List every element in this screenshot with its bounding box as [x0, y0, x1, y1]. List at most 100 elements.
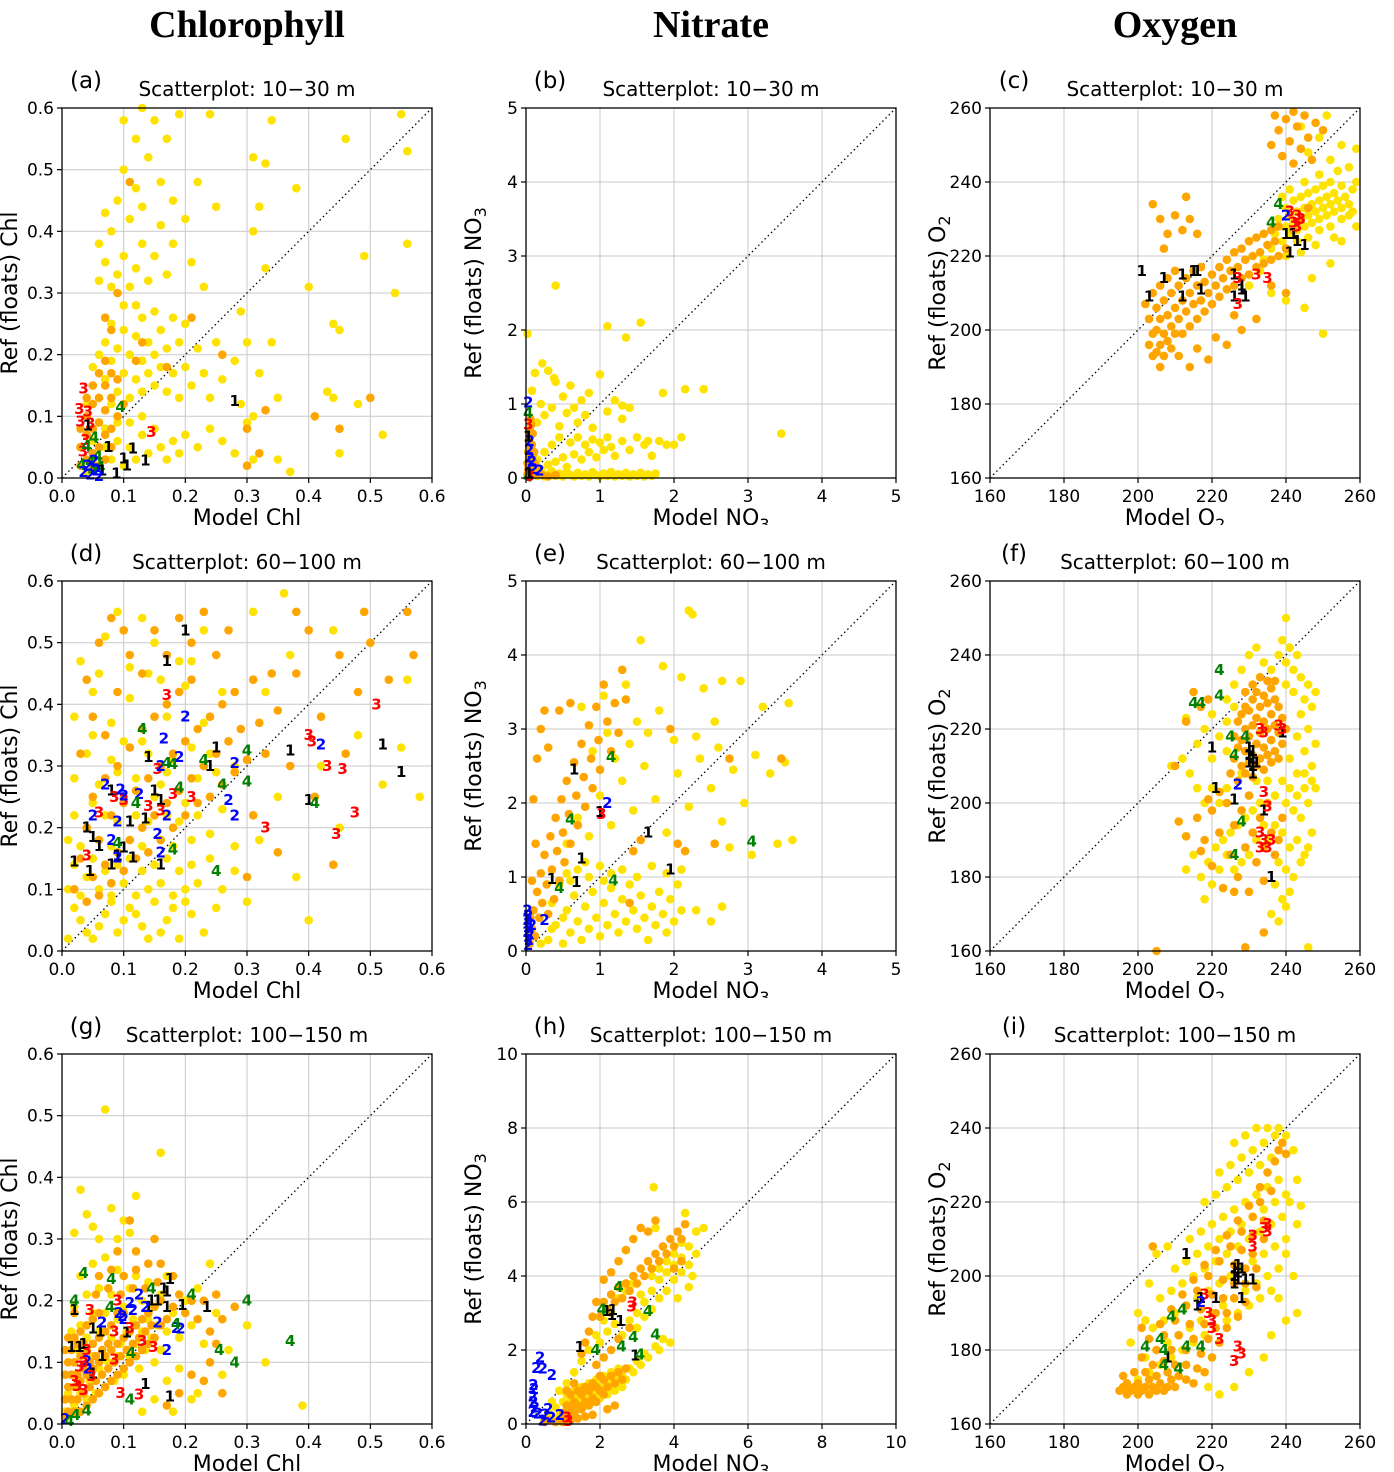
plot-border — [525, 580, 897, 952]
y-axis-label: Ref (floats) NO3 — [464, 1153, 490, 1325]
svg-text:4: 4 — [817, 487, 828, 507]
svg-text:1: 1 — [1247, 742, 1257, 760]
x-axis-label: Model O2 — [1125, 1452, 1226, 1471]
svg-text:4: 4 — [214, 1341, 224, 1359]
svg-text:4: 4 — [746, 833, 756, 851]
panel-background — [928, 525, 1392, 998]
svg-text:0.4: 0.4 — [295, 1433, 322, 1453]
svg-text:1: 1 — [285, 742, 295, 760]
svg-text:4: 4 — [168, 755, 178, 773]
svg-text:3: 3 — [561, 1408, 571, 1426]
svg-text:1: 1 — [1244, 746, 1254, 764]
svg-text:3: 3 — [563, 1412, 573, 1430]
svg-text:4: 4 — [186, 1286, 196, 1304]
svg-text:1: 1 — [1259, 801, 1269, 819]
svg-text:1: 1 — [1229, 288, 1239, 306]
svg-text:1: 1 — [1244, 753, 1254, 771]
svg-text:0.2: 0.2 — [27, 346, 54, 366]
svg-text:2: 2 — [524, 931, 534, 949]
svg-text:0.5: 0.5 — [357, 487, 384, 507]
svg-text:160: 160 — [950, 1415, 982, 1435]
svg-text:3: 3 — [148, 1338, 158, 1356]
svg-text:4: 4 — [1229, 746, 1239, 764]
one-to-one-line — [61, 107, 433, 479]
panel-e: 2 2 2 2 2 2 2 2 2 2 2 2 1 1 1 1 1 1 1 3 4 4 4 4 4 0 0 1 1 2 2 3 3 4 4 5 5 Sca… — [464, 525, 928, 998]
svg-text:1: 1 — [595, 960, 606, 980]
svg-text:3: 3 — [109, 788, 119, 806]
plot-border — [989, 107, 1361, 479]
svg-text:1: 1 — [97, 462, 107, 480]
svg-text:0.4: 0.4 — [295, 960, 322, 980]
svg-text:4: 4 — [81, 437, 91, 455]
svg-text:4: 4 — [81, 1401, 91, 1419]
floats-orange — [60, 1216, 239, 1423]
svg-text:0.3: 0.3 — [233, 1433, 260, 1453]
svg-text:4: 4 — [523, 404, 533, 422]
svg-text:4: 4 — [137, 720, 147, 738]
svg-text:2: 2 — [118, 1310, 128, 1328]
floats-yellow — [536, 606, 797, 948]
svg-text:3: 3 — [350, 803, 360, 821]
svg-text:1: 1 — [122, 1324, 132, 1342]
svg-text:6: 6 — [743, 1433, 754, 1453]
svg-text:3: 3 — [1247, 1237, 1257, 1255]
svg-text:10: 10 — [496, 1045, 518, 1065]
svg-text:4: 4 — [85, 453, 95, 471]
svg-text:4: 4 — [1196, 694, 1206, 712]
svg-text:3: 3 — [524, 467, 534, 485]
svg-text:4: 4 — [1196, 1337, 1206, 1355]
y-axis-label: Ref (floats) NO3 — [464, 680, 490, 852]
panel-a: 3 3 3 3 3 3 3 3 4 4 4 4 4 4 4 4 1 1 1 1 1 1 1 1 1 2 2 2 2 2 2 0.0 0.0 0.1… — [0, 52, 464, 525]
svg-text:1: 1 — [576, 850, 586, 868]
svg-text:1: 1 — [1192, 1297, 1202, 1315]
svg-text:3: 3 — [72, 1377, 82, 1395]
svg-text:4: 4 — [507, 646, 518, 666]
svg-text:2: 2 — [159, 729, 169, 747]
svg-text:0: 0 — [521, 1433, 532, 1453]
floats-orange — [1152, 672, 1291, 956]
svg-text:2: 2 — [546, 1408, 556, 1426]
svg-text:4: 4 — [1236, 813, 1246, 831]
svg-text:0.6: 0.6 — [27, 572, 54, 592]
y-axis-label: Ref (floats) Chl — [0, 684, 23, 847]
svg-text:240: 240 — [950, 646, 982, 666]
svg-text:2: 2 — [602, 794, 612, 812]
svg-text:4: 4 — [669, 1433, 680, 1453]
svg-text:1: 1 — [601, 1302, 611, 1320]
svg-text:1: 1 — [1233, 1256, 1243, 1274]
svg-text:1: 1 — [630, 1347, 640, 1365]
svg-text:4: 4 — [242, 742, 252, 760]
svg-text:2: 2 — [523, 918, 533, 936]
svg-text:200: 200 — [950, 321, 982, 341]
svg-text:3: 3 — [78, 380, 88, 398]
svg-text:4: 4 — [106, 1270, 116, 1288]
svg-text:2: 2 — [524, 457, 534, 475]
svg-text:1: 1 — [125, 813, 135, 831]
svg-text:3: 3 — [743, 487, 754, 507]
svg-text:0.0: 0.0 — [27, 1415, 54, 1435]
svg-text:4: 4 — [217, 776, 227, 794]
svg-text:3: 3 — [1207, 1311, 1217, 1329]
svg-text:1: 1 — [1266, 868, 1276, 886]
svg-text:2: 2 — [555, 1406, 565, 1424]
svg-text:0.6: 0.6 — [27, 99, 54, 119]
svg-text:1: 1 — [665, 861, 675, 879]
svg-text:1: 1 — [1229, 790, 1239, 808]
svg-text:2: 2 — [83, 457, 93, 475]
svg-text:1: 1 — [140, 809, 150, 827]
svg-text:1: 1 — [1159, 269, 1169, 287]
svg-text:1: 1 — [1247, 757, 1257, 775]
svg-text:1: 1 — [165, 1387, 175, 1405]
svg-text:3: 3 — [1288, 214, 1298, 232]
svg-text:180: 180 — [950, 395, 982, 415]
svg-text:3: 3 — [81, 846, 91, 864]
svg-text:4: 4 — [523, 468, 533, 486]
svg-text:2: 2 — [524, 926, 534, 944]
x-axis-label: Model Chl — [193, 979, 301, 998]
